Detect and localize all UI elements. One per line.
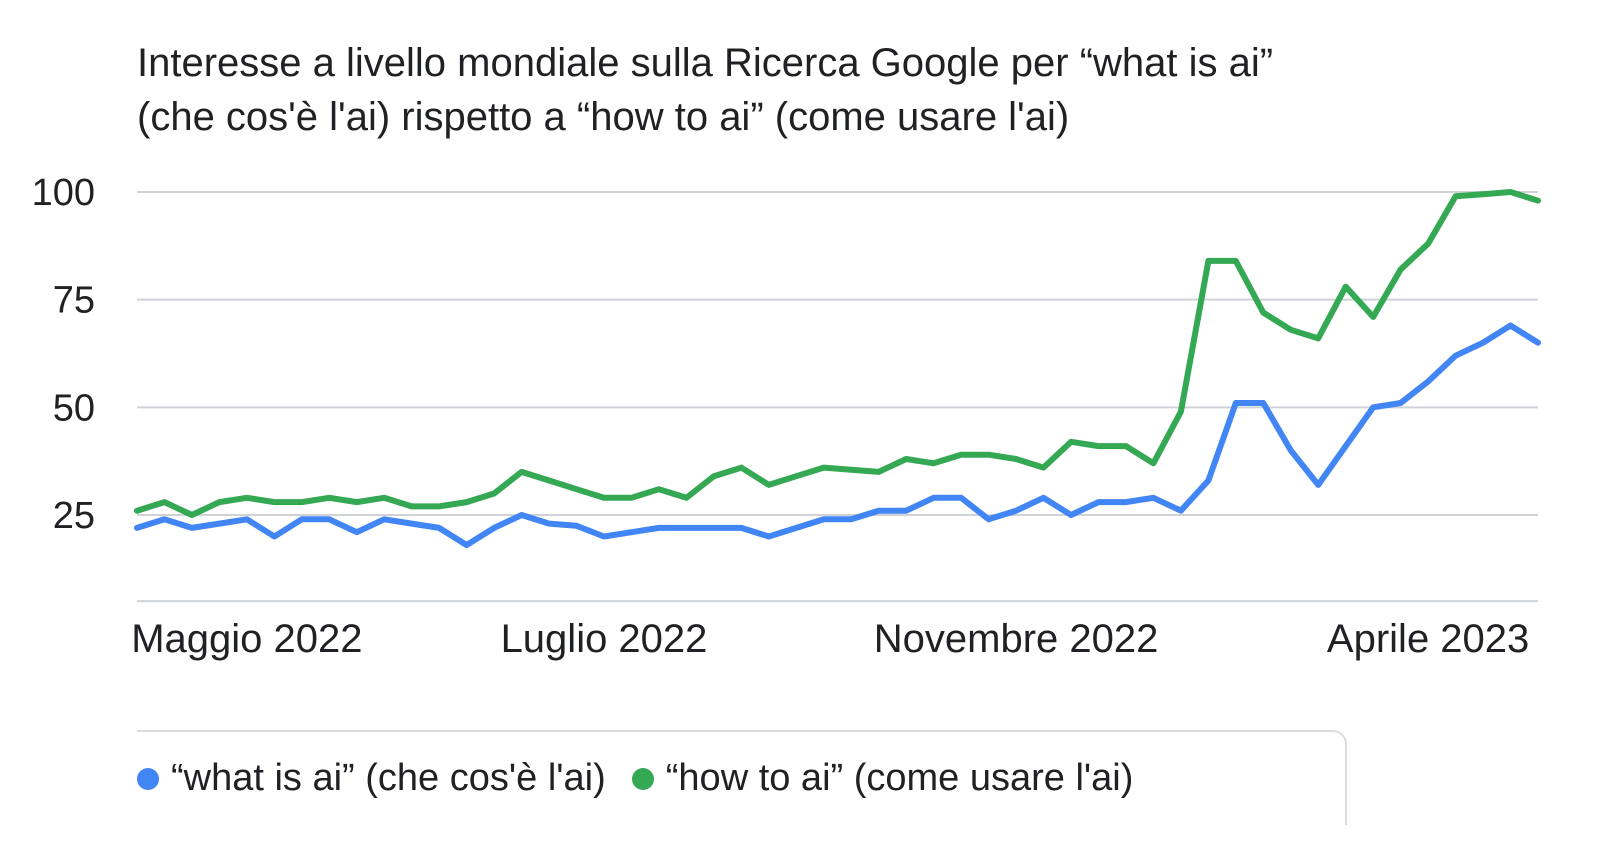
y-tick-label: 25 [53,495,95,537]
legend-item-what-is-ai[interactable]: “what is ai” (che cos'è l'ai) [137,757,606,800]
series-lines [134,189,1541,549]
y-axis-ticks: 25 50 75 100 [32,172,95,537]
legend-label: “how to ai” (come usare l'ai) [665,757,1134,799]
y-tick-label: 75 [53,280,95,322]
legend-dot-blue [137,767,159,790]
series-line-how-to-ai [134,189,1541,518]
y-tick-label: 50 [53,387,95,429]
x-tick-label: Luglio 2022 [501,617,708,661]
y-tick-label: 100 [32,172,95,214]
x-tick-label: Maggio 2022 [131,617,362,661]
legend-label: “what is ai” (che cos'è l'ai) [171,757,606,799]
x-axis-ticks: Maggio 2022 Luglio 2022 Novembre 2022 April… [131,617,1529,661]
legend: “what is ai” (che cos'è l'ai) “how to ai… [137,730,1347,825]
legend-dot-green [631,767,654,790]
series-line-what-is-ai [134,322,1541,549]
x-tick-label: Aprile 2023 [1327,617,1529,661]
chart-title-line-2: (che cos'è l'ai) rispetto a “how to ai” … [137,95,1070,139]
chart-title: Interesse a livello mondiale sulla Ricer… [137,36,1437,144]
gridlines [137,191,1538,603]
x-tick-label: Novembre 2022 [874,617,1159,661]
chart-title-line-1: Interesse a livello mondiale sulla Ricer… [137,41,1274,85]
legend-item-how-to-ai[interactable]: “how to ai” (come usare l'ai) [631,757,1134,800]
